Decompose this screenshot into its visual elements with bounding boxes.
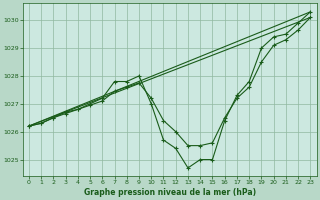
X-axis label: Graphe pression niveau de la mer (hPa): Graphe pression niveau de la mer (hPa) — [84, 188, 256, 197]
